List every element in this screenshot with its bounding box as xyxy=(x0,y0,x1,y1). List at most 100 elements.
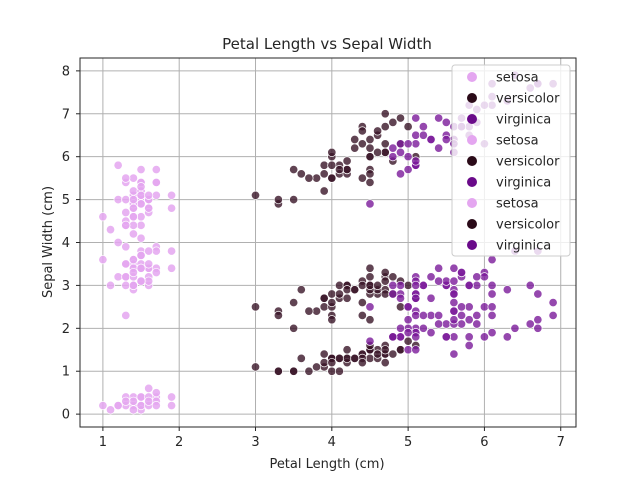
data-point-virginica xyxy=(418,130,428,140)
data-point-setosa xyxy=(113,195,123,205)
data-point-setosa xyxy=(136,182,146,192)
data-point-versicolor xyxy=(350,285,360,295)
data-point-virginica xyxy=(464,332,474,342)
data-point-setosa xyxy=(128,195,138,205)
data-point-virginica xyxy=(395,323,406,333)
data-point-versicolor xyxy=(327,147,337,157)
data-point-virginica xyxy=(441,319,451,329)
data-point-virginica xyxy=(449,289,459,299)
legend-marker-versicolor xyxy=(467,93,477,103)
data-point-setosa xyxy=(136,233,146,243)
data-point-virginica xyxy=(395,280,406,290)
data-point-versicolor xyxy=(365,280,375,290)
data-point-versicolor xyxy=(357,358,367,368)
data-point-setosa xyxy=(128,255,138,265)
data-point-versicolor xyxy=(365,263,375,273)
data-point-versicolor xyxy=(357,298,367,308)
legend-label-versicolor: versicolor xyxy=(496,155,560,170)
data-point-versicolor xyxy=(365,169,375,179)
data-point-virginica xyxy=(426,328,436,338)
data-point-virginica xyxy=(395,169,406,179)
legend-marker-virginica xyxy=(467,177,477,187)
data-point-setosa xyxy=(151,177,161,187)
data-point-virginica xyxy=(456,302,467,312)
legend-marker-virginica xyxy=(467,114,477,124)
data-point-setosa xyxy=(136,250,146,260)
data-point-setosa xyxy=(128,203,138,213)
data-point-versicolor xyxy=(327,358,337,368)
data-point-versicolor xyxy=(365,143,375,153)
data-point-virginica xyxy=(411,280,421,290)
data-point-setosa xyxy=(144,259,154,269)
data-point-setosa xyxy=(136,165,146,175)
data-point-versicolor xyxy=(395,345,406,355)
data-point-virginica xyxy=(426,293,436,303)
data-point-versicolor xyxy=(319,349,329,359)
data-point-versicolor xyxy=(380,289,390,299)
data-point-setosa xyxy=(144,203,154,213)
data-point-versicolor xyxy=(273,310,283,320)
data-point-virginica xyxy=(449,332,459,342)
data-point-setosa xyxy=(144,383,154,393)
data-point-setosa xyxy=(121,207,131,218)
y-axis-label: Sepal Width (cm) xyxy=(41,186,56,298)
data-point-versicolor xyxy=(334,289,344,299)
data-point-setosa xyxy=(136,212,146,222)
data-point-versicolor xyxy=(388,117,398,127)
data-point-versicolor xyxy=(319,169,329,179)
data-point-virginica xyxy=(487,255,497,265)
data-point-virginica xyxy=(487,289,497,299)
data-point-virginica xyxy=(479,302,489,312)
data-point-virginica xyxy=(426,134,436,145)
data-point-versicolor xyxy=(373,147,383,157)
legend-label-versicolor: versicolor xyxy=(496,92,560,107)
data-point-versicolor xyxy=(350,353,360,363)
data-point-versicolor xyxy=(273,366,283,376)
data-point-versicolor xyxy=(380,358,390,368)
data-point-virginica xyxy=(365,199,375,209)
data-point-virginica xyxy=(403,152,413,162)
data-point-versicolor xyxy=(327,298,337,308)
data-point-versicolor xyxy=(357,173,367,183)
data-point-virginica xyxy=(388,289,398,299)
data-point-versicolor xyxy=(380,122,390,132)
legend-marker-setosa xyxy=(467,72,477,82)
data-point-virginica xyxy=(411,345,421,355)
data-point-virginica xyxy=(456,319,467,329)
data-point-versicolor xyxy=(395,302,406,312)
data-point-virginica xyxy=(418,122,428,132)
data-point-virginica xyxy=(403,165,413,175)
data-point-versicolor xyxy=(365,152,375,162)
data-point-versicolor xyxy=(289,165,299,175)
data-point-virginica xyxy=(472,310,482,320)
data-point-virginica xyxy=(411,130,421,140)
data-point-setosa xyxy=(113,272,123,282)
y-tick-label: 6 xyxy=(62,150,70,165)
data-point-setosa xyxy=(128,405,138,415)
data-point-virginica xyxy=(395,139,406,149)
data-point-versicolor xyxy=(373,349,383,359)
data-point-versicolor xyxy=(342,165,352,175)
legend-label-versicolor: versicolor xyxy=(496,218,560,233)
legend-label-virginica: virginica xyxy=(496,239,551,254)
x-tick-label: 5 xyxy=(404,435,412,450)
x-tick-label: 1 xyxy=(99,435,107,450)
legend-items: setosa versicolor virginica setosa versicolo… xyxy=(467,71,560,254)
data-point-virginica xyxy=(411,139,421,149)
data-point-versicolor xyxy=(365,134,375,145)
legend-label-setosa: setosa xyxy=(496,71,539,86)
y-tick-label: 2 xyxy=(62,322,70,337)
data-point-versicolor xyxy=(296,285,306,295)
data-point-virginica xyxy=(456,310,467,320)
data-point-setosa xyxy=(144,276,154,286)
data-point-setosa xyxy=(121,272,131,282)
data-point-setosa xyxy=(128,186,138,196)
data-point-setosa xyxy=(136,400,146,411)
data-point-setosa xyxy=(128,267,138,278)
data-point-versicolor xyxy=(388,349,398,359)
data-point-versicolor xyxy=(365,272,375,282)
legend-marker-virginica xyxy=(467,240,477,250)
data-point-virginica xyxy=(548,298,558,308)
data-point-versicolor xyxy=(380,267,390,278)
data-point-virginica xyxy=(472,272,482,282)
